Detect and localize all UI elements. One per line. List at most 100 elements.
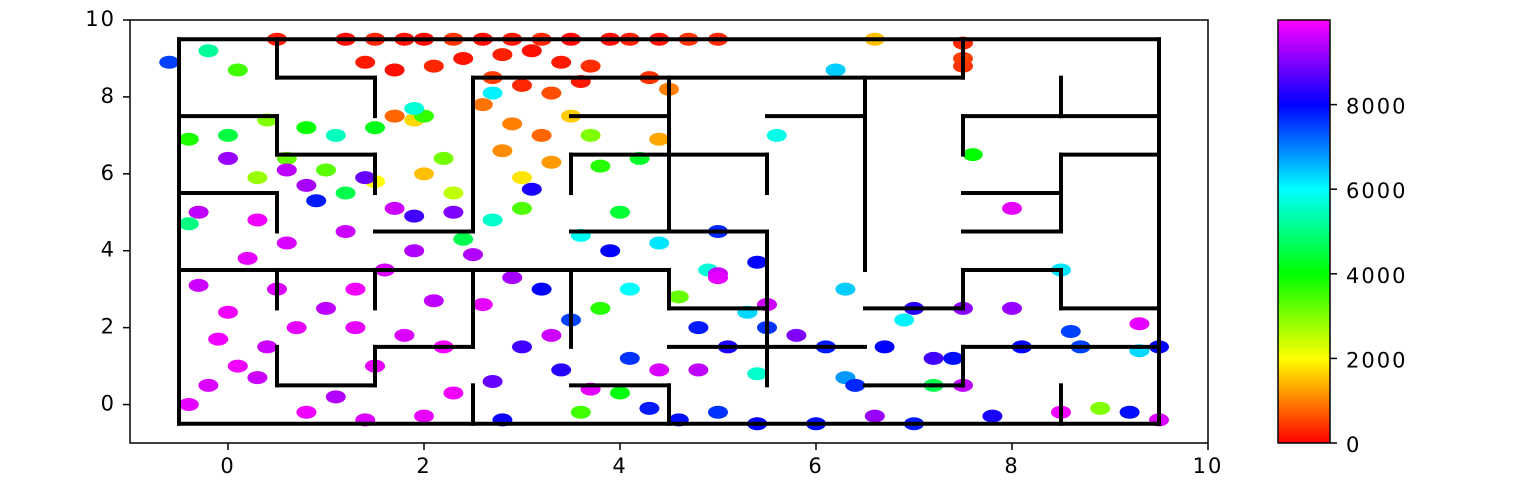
x-tick-label: 2 [416,454,431,478]
point [610,386,630,400]
point [276,236,297,250]
point [443,186,464,200]
point [198,378,219,392]
point [237,251,258,265]
point [296,405,317,419]
point [306,194,327,208]
point [619,351,640,365]
x-tick-label: 0 [220,454,235,478]
colorbar-tick-label: 2000 [1346,348,1407,372]
x-tick-label: 8 [1004,454,1019,478]
walls-layer [177,37,1161,426]
point [316,163,336,177]
point [345,282,366,296]
point [247,371,268,385]
point [600,244,621,258]
point [1129,317,1150,331]
point [384,63,405,77]
point [1090,401,1111,415]
point [541,86,562,100]
point [668,290,689,304]
point [178,398,199,412]
point [502,271,523,285]
point [414,167,434,181]
point [325,128,346,142]
point [404,209,425,223]
point [590,301,611,315]
point [433,151,454,165]
point [345,321,366,335]
point [296,121,317,135]
point [982,409,1003,423]
point [708,271,728,285]
point [590,159,611,173]
point [188,278,209,292]
point [276,163,297,177]
point [512,201,532,215]
point [423,59,444,73]
point [355,171,376,185]
point [384,109,405,123]
point [365,121,385,135]
point [247,213,268,227]
point [512,340,532,354]
point [453,51,474,65]
point [864,409,885,423]
colorbar-tick-label: 8000 [1346,95,1407,119]
point [286,321,307,335]
point [404,244,425,258]
point [423,294,444,308]
point [218,305,238,319]
point [482,213,503,227]
point [1119,405,1140,419]
point [1060,324,1081,338]
point [1002,301,1022,315]
point [825,63,846,77]
colorbar-tick-label: 6000 [1346,179,1407,203]
y-tick-label: 0 [101,392,116,416]
point [316,301,336,315]
point [551,363,572,377]
axes-layer: 0 2 4 6 8 10 0 2 4 6 8 10 0 2000 4000 6000 8000 [85,7,1407,478]
point [443,386,464,400]
point [570,405,591,419]
point [619,282,640,296]
colorbar-tick-label: 4000 [1346,264,1407,288]
y-tick-label: 6 [101,161,116,185]
plot-frame [129,19,1209,444]
point [384,201,405,215]
point [512,171,532,185]
point [688,321,709,335]
point [845,378,866,392]
point [208,332,229,346]
point [472,98,493,112]
point [766,128,787,142]
point [218,151,238,165]
point [463,248,483,262]
point [521,182,542,196]
point [688,363,709,377]
point [414,409,434,423]
point [159,55,180,69]
point [1002,201,1022,215]
point [453,232,474,246]
point [325,390,346,404]
point [296,178,317,192]
point [649,236,670,250]
point [541,155,562,169]
point [521,44,542,58]
point [227,359,248,373]
point [492,48,513,62]
points-layer [159,32,1169,431]
point [541,328,562,342]
x-tick-label: 6 [808,454,823,478]
point [227,63,248,77]
point [178,132,199,146]
point [492,144,513,158]
x-tick-label: 4 [612,454,627,478]
y-tick-label: 4 [101,238,116,262]
point [835,282,856,296]
point [610,205,630,219]
point [512,78,532,92]
